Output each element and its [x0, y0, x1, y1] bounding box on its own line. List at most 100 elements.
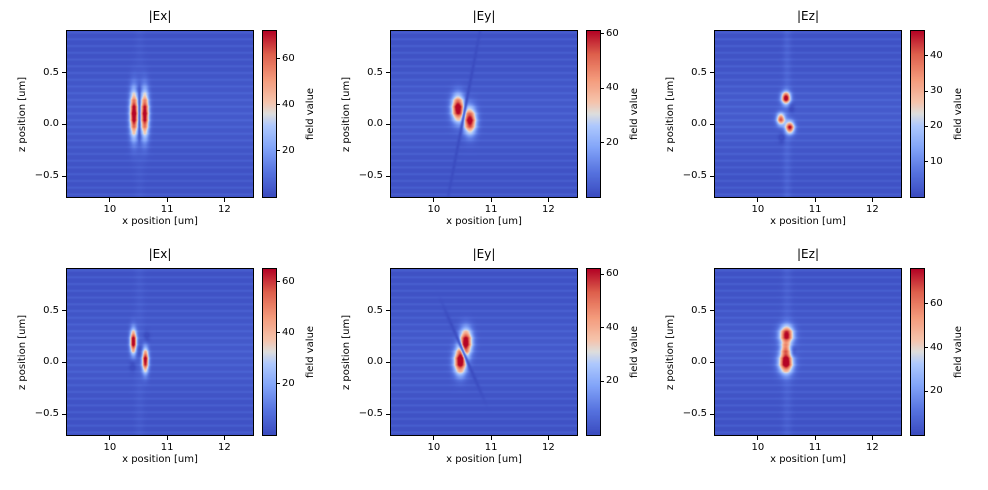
plot-title: |Ey| — [472, 247, 496, 261]
colorbar-tick-mark — [925, 161, 928, 163]
colorbar-label: field value — [305, 325, 316, 379]
colorbar-tick-label: 20 — [930, 385, 943, 397]
y-tick-label: −0.5 — [358, 170, 383, 182]
colorbar-tick-label: 20 — [606, 136, 619, 148]
x-tick-mark — [814, 198, 816, 202]
colorbar-label: field value — [953, 87, 964, 141]
plot-title: |Ex| — [148, 247, 172, 261]
colorbar-tick-label: 40 — [606, 82, 619, 94]
plot-title: |Ex| — [148, 9, 172, 23]
y-tick-label: 0.5 — [367, 66, 383, 78]
y-tick-mark — [710, 361, 714, 363]
colorbar — [910, 30, 925, 198]
colorbar-tick-label: 20 — [930, 120, 943, 132]
colorbar — [586, 268, 601, 436]
y-tick-mark — [710, 175, 714, 177]
subplot-ez-row1: |Ez| z position [um] field value x posit… — [664, 8, 988, 246]
x-tick-label: 12 — [866, 442, 879, 453]
colorbar-tick-label: 10 — [930, 155, 943, 167]
subplot-ex-row2: |Ex| z position [um] field value x posit… — [16, 246, 340, 484]
y-tick-mark — [386, 413, 390, 415]
y-tick-label: 0.0 — [691, 356, 707, 368]
x-axis-label: x position [um] — [122, 454, 198, 465]
y-tick-mark — [710, 413, 714, 415]
colorbar-tick-mark — [601, 87, 604, 89]
x-tick-mark — [547, 198, 549, 202]
heatmap-canvas — [714, 30, 902, 198]
subplot-ex-row1: |Ex| z position [um] field value x posit… — [16, 8, 340, 246]
x-tick-mark — [871, 198, 873, 202]
colorbar-tick-mark — [601, 142, 604, 144]
y-tick-label: 0.0 — [43, 118, 59, 130]
colorbar-tick-mark — [925, 55, 928, 57]
colorbar-tick-label: 60 — [930, 297, 943, 309]
colorbar-tick-mark — [277, 150, 280, 152]
y-tick-mark — [710, 72, 714, 73]
colorbar-tick-mark — [601, 33, 604, 35]
colorbar-tick-mark — [277, 104, 280, 106]
x-tick-label: 12 — [218, 204, 231, 215]
x-tick-label: 11 — [808, 442, 822, 453]
heatmap-canvas — [390, 268, 578, 436]
y-tick-label: 0.5 — [691, 304, 707, 316]
x-tick-mark — [871, 436, 873, 440]
colorbar-tick-mark — [277, 58, 280, 60]
colorbar-tick-mark — [925, 347, 928, 349]
x-tick-mark — [757, 198, 759, 202]
subplot-ey-row2: |Ey| z position [um] field value x posit… — [340, 246, 664, 484]
y-tick-label: 0.5 — [43, 66, 59, 78]
colorbar-tick-label: 20 — [606, 375, 619, 387]
x-tick-label: 10 — [427, 204, 441, 215]
x-tick-mark — [166, 198, 168, 202]
plot-title: |Ez| — [797, 247, 819, 261]
colorbar — [262, 268, 277, 436]
subplot-ey-row1: |Ey| z position [um] field value x posit… — [340, 8, 664, 246]
x-tick-mark — [757, 436, 759, 440]
heatmap-canvas — [390, 30, 578, 198]
y-tick-label: 0.0 — [43, 356, 59, 368]
colorbar-tick-label: 40 — [282, 326, 295, 338]
y-tick-mark — [386, 123, 390, 125]
y-tick-mark — [386, 361, 390, 363]
x-tick-mark — [490, 198, 492, 202]
heatmap-canvas — [714, 268, 902, 436]
x-tick-label: 12 — [866, 204, 879, 215]
y-tick-mark — [386, 310, 390, 311]
colorbar-tick-mark — [277, 281, 280, 283]
y-tick-mark — [386, 175, 390, 177]
colorbar-tick-label: 40 — [930, 341, 943, 353]
colorbar-tick-mark — [925, 303, 928, 305]
y-tick-mark — [710, 123, 714, 125]
colorbar — [262, 30, 277, 198]
plot-title: |Ez| — [797, 9, 819, 23]
x-tick-label: 11 — [484, 204, 498, 215]
y-tick-mark — [62, 175, 66, 177]
colorbar-label: field value — [953, 325, 964, 379]
x-tick-mark — [433, 436, 435, 440]
x-tick-label: 10 — [427, 442, 441, 453]
colorbar-tick-mark — [925, 90, 928, 92]
x-tick-mark — [223, 436, 225, 440]
x-tick-label: 10 — [103, 442, 117, 453]
x-tick-label: 12 — [218, 442, 231, 453]
subplot-ez-row2: |Ez| z position [um] field value x posit… — [664, 246, 988, 484]
colorbar-tick-mark — [277, 332, 280, 334]
colorbar-tick-label: 40 — [930, 49, 943, 61]
x-tick-label: 11 — [484, 442, 498, 453]
colorbar-tick-label: 60 — [606, 268, 619, 280]
x-tick-mark — [814, 436, 816, 440]
colorbar-label: field value — [629, 87, 640, 141]
colorbar-tick-label: 20 — [282, 377, 295, 389]
x-tick-label: 12 — [542, 442, 555, 453]
y-tick-mark — [62, 72, 66, 73]
y-tick-mark — [386, 72, 390, 73]
x-tick-mark — [166, 436, 168, 440]
x-tick-label: 10 — [751, 442, 765, 453]
y-tick-label: 0.5 — [43, 304, 59, 316]
y-tick-label: 0.5 — [691, 66, 707, 78]
colorbar-tick-label: 30 — [930, 85, 943, 97]
y-tick-mark — [62, 123, 66, 125]
x-tick-label: 10 — [751, 204, 765, 215]
colorbar-tick-label: 60 — [606, 27, 619, 39]
